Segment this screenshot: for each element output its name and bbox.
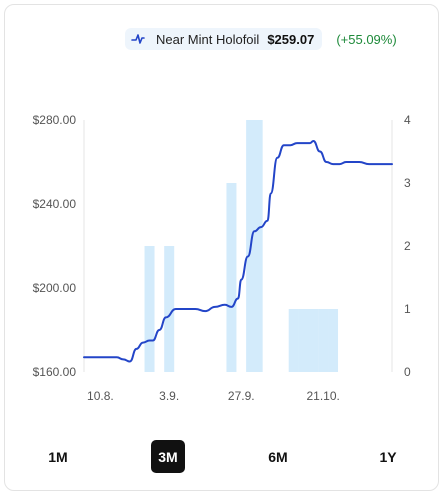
range-button-1m[interactable]: 1M [48,448,68,465]
volume-bar [252,120,263,372]
range-button-1y[interactable]: 1Y [379,448,397,465]
range-button-3m[interactable]: 3M [151,440,185,473]
volume-bar [226,183,237,372]
price-history-card [4,4,439,491]
y-left-tick-label: $200.00 [33,281,77,295]
x-tick-label: 10.8. [87,389,114,403]
legend-change: (+55.09%) [336,31,397,47]
x-tick-label: 27.9. [228,389,255,403]
y-left-tick-label: $160.00 [33,365,77,379]
y-right-tick-label: 1 [404,302,411,316]
volume-bar [308,309,319,372]
y-right-tick-label: 2 [404,239,411,253]
price-chart: $160.00 $200.00 $240.00 $280.00 0 1 2 3 4 10.8. 3.… [33,113,411,403]
y-left-tick-label: $240.00 [33,197,77,211]
volume-bar [298,309,309,372]
y-right-tick-label: 0 [404,365,411,379]
y-right-tick-label: 3 [404,176,411,190]
y-right-tick-label: 4 [404,113,411,127]
chart-legend[interactable]: Near Mint Holofoil $259.07 (+55.09%) [125,28,397,50]
volume-bar [318,309,329,372]
legend-name: Near Mint Holofoil [156,31,260,47]
volume-bar [328,309,339,372]
volume-bar [164,246,175,372]
volume-bar [144,246,155,372]
legend-price: $259.07 [267,31,315,47]
price-line [83,140,393,363]
x-tick-label: 21.10. [307,389,340,403]
range-button-6m[interactable]: 6M [268,448,288,465]
sparkline-icon [131,34,145,44]
legend-pill[interactable]: Near Mint Holofoil $259.07 [125,28,323,50]
volume-bar [288,309,299,372]
y-left-tick-label: $280.00 [33,113,77,127]
range-selector: 1M 3M 6M 1Y [0,437,445,477]
x-tick-label: 3.9. [159,389,179,403]
